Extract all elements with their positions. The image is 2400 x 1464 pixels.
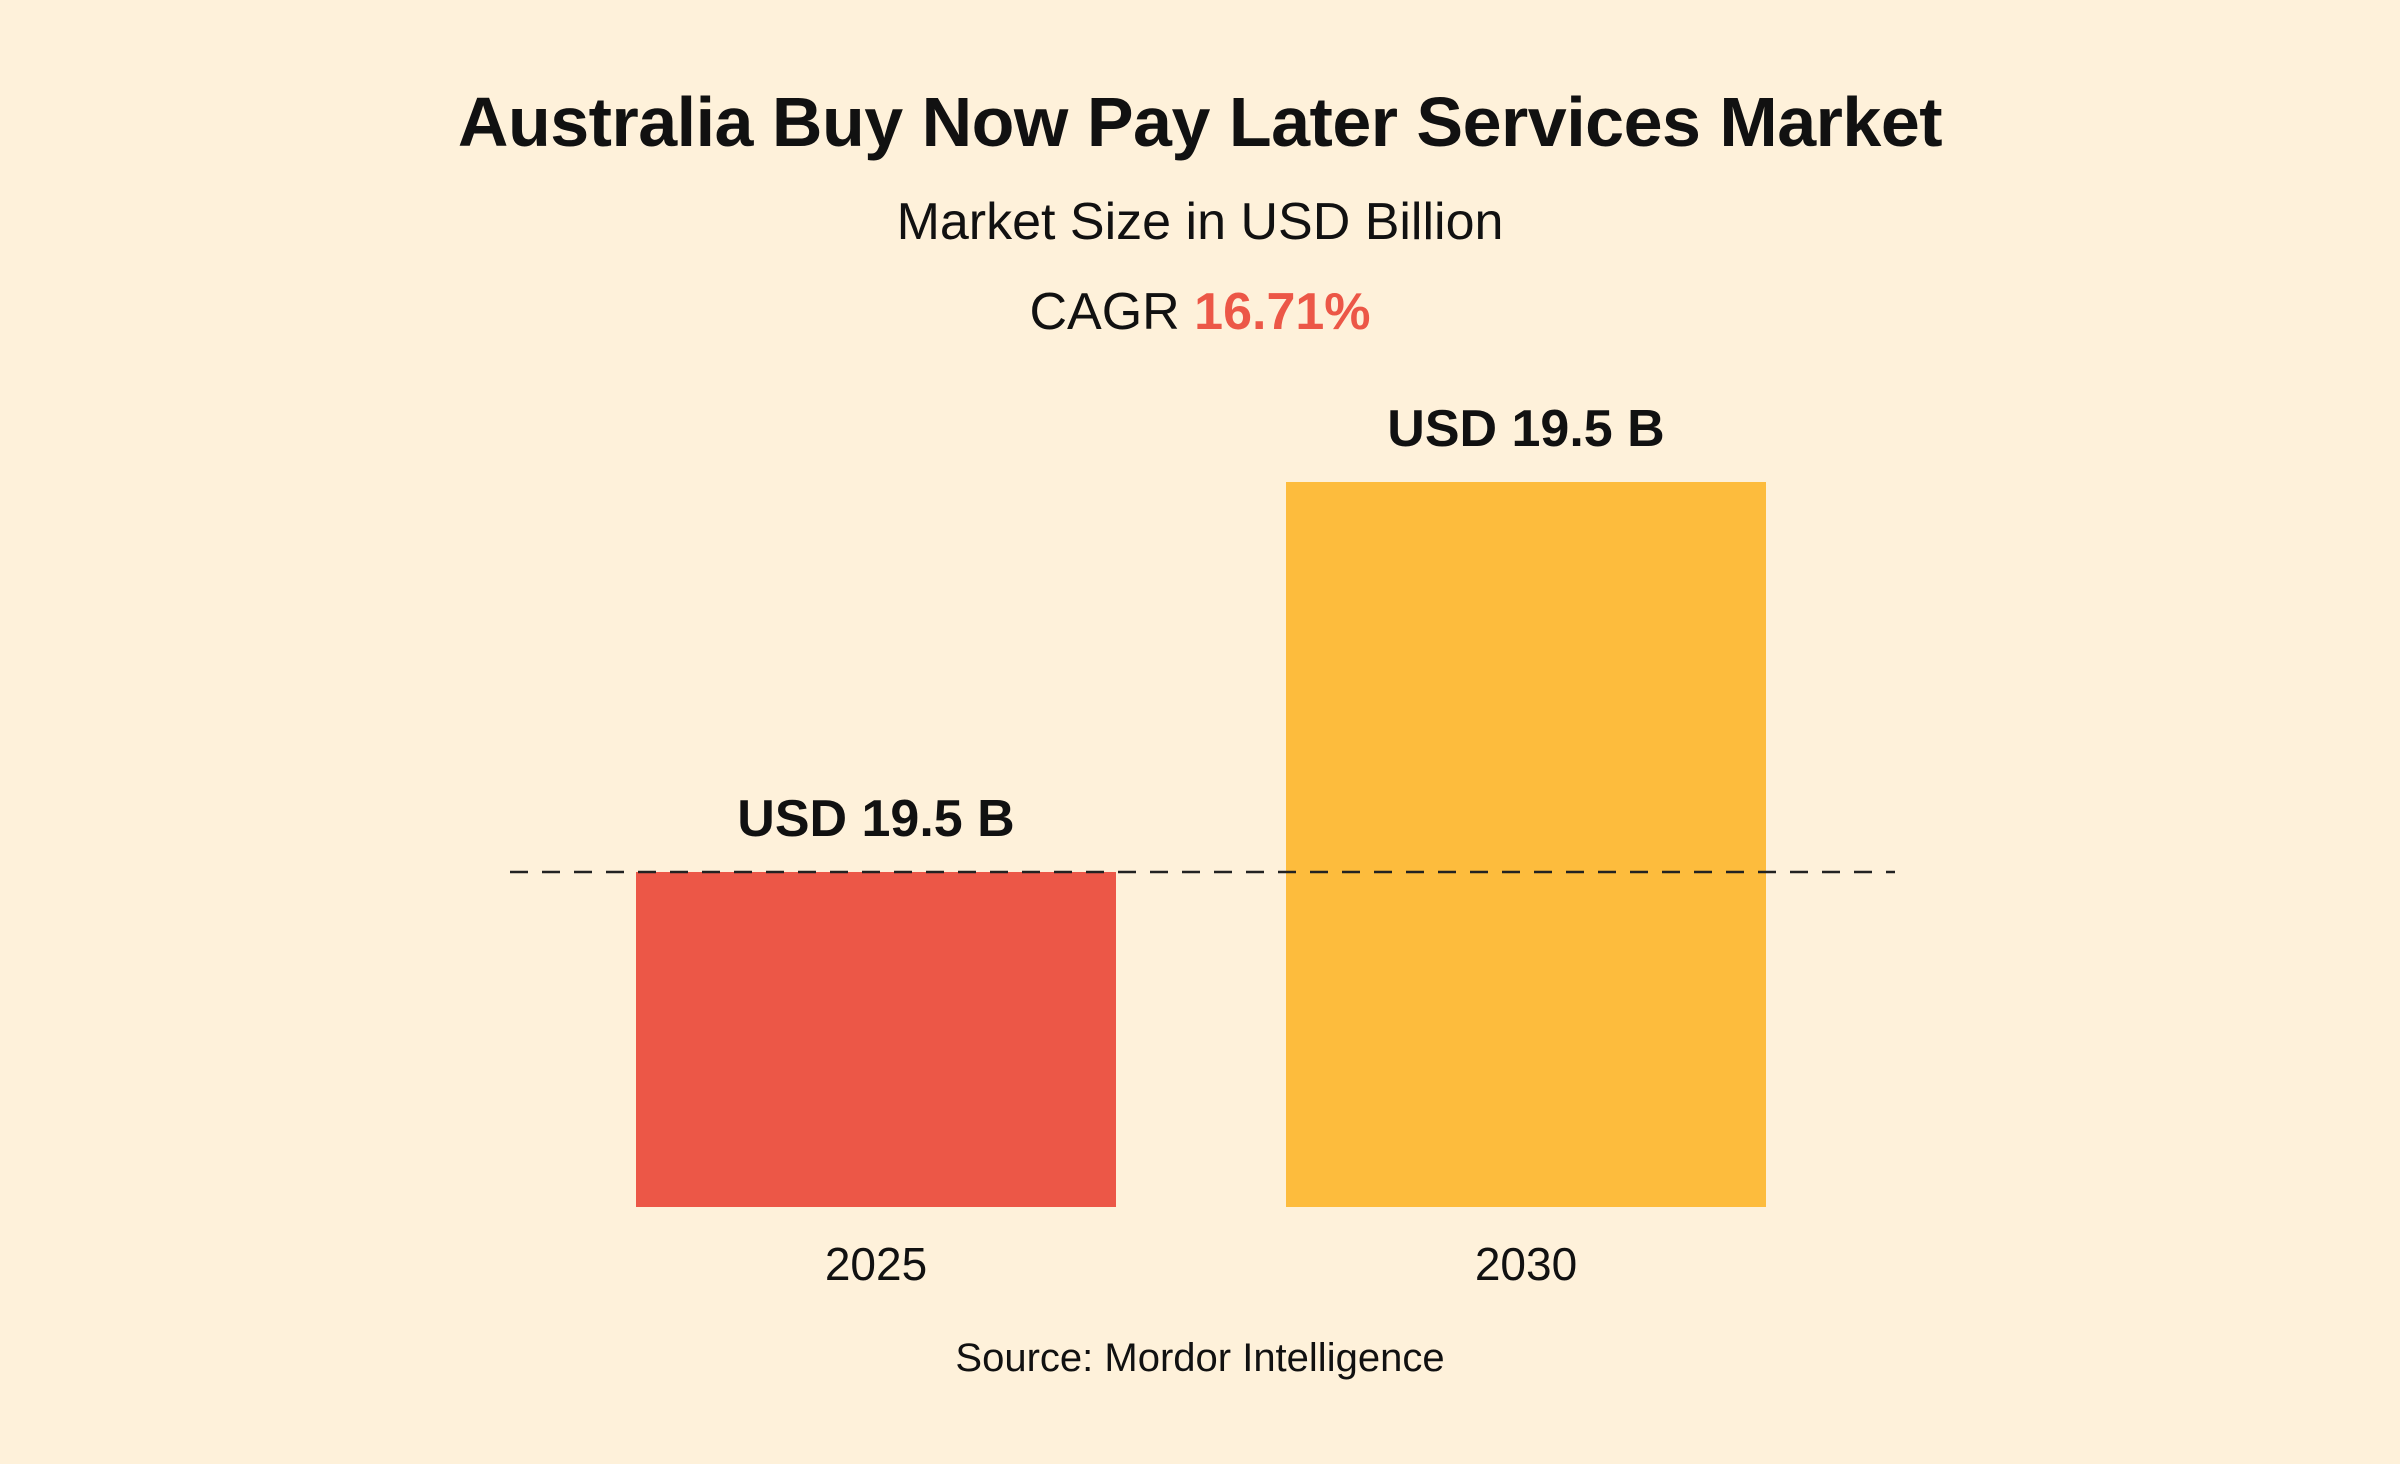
- cagr-line: CAGR 16.71%: [0, 282, 2400, 342]
- value-label-2025: USD 19.5 B: [737, 790, 1014, 848]
- cagr-label: CAGR: [1029, 283, 1180, 341]
- chart-subtitle: Market Size in USD Billion: [896, 193, 1504, 251]
- chart-title: Australia Buy Now Pay Later Services Mar…: [457, 83, 1943, 161]
- tick-label-2030: 2030: [1475, 1238, 1577, 1290]
- bar-2030: [1286, 482, 1766, 1207]
- tick-label-2025: 2025: [825, 1238, 927, 1290]
- source-note: Source: Mordor Intelligence: [955, 1336, 1445, 1380]
- cagr-value: 16.71%: [1194, 283, 1371, 341]
- bar-2025: [636, 871, 1116, 1207]
- value-label-2030: USD 19.5 B: [1387, 400, 1664, 458]
